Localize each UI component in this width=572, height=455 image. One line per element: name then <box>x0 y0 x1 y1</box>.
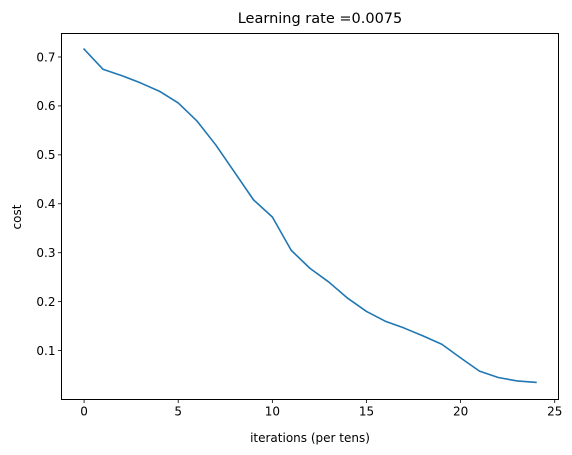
data-point <box>441 343 443 345</box>
data-point <box>234 171 236 174</box>
data-point <box>535 381 537 383</box>
data-point <box>83 48 85 50</box>
y-tick-label: 0.4 <box>36 197 55 211</box>
data-point <box>347 297 349 299</box>
x-axis-label: iterations (per tens) <box>250 431 370 445</box>
data-point <box>290 249 292 251</box>
data-point <box>215 144 217 146</box>
x-tick-label: 15 <box>359 405 374 419</box>
x-tick-label: 10 <box>265 405 280 419</box>
plot-frame <box>61 33 559 400</box>
data-point <box>196 120 198 122</box>
data-point <box>271 216 273 218</box>
x-tick-label: 20 <box>453 405 468 419</box>
data-point <box>365 310 368 313</box>
data-point <box>516 380 518 382</box>
plot-area <box>61 33 559 400</box>
data-point <box>497 376 499 379</box>
data-point <box>384 320 386 322</box>
data-point <box>177 102 179 104</box>
y-tick-label: 0.7 <box>36 50 55 64</box>
data-point <box>121 74 123 77</box>
data-point <box>403 327 405 329</box>
data-point <box>252 199 255 201</box>
data-point <box>158 90 160 92</box>
axis-ticks: 0 5 10 15 20 25 0.1 0.2 0.3 0.4 0.5 0.6 0.7 <box>36 50 562 418</box>
data-point <box>422 335 424 337</box>
y-axis-label: cost <box>10 204 24 229</box>
chart-title: Learning rate =0.0075 <box>238 11 403 27</box>
data-point <box>460 357 462 359</box>
y-tick-label: 0.5 <box>36 148 55 162</box>
data-point <box>139 82 142 84</box>
x-tick-label: 5 <box>174 405 182 419</box>
y-tick-label: 0.1 <box>36 344 55 358</box>
data-point <box>478 370 481 372</box>
data-point <box>309 267 311 269</box>
x-tick-label: 25 <box>547 405 562 419</box>
x-tick-label: 0 <box>80 405 88 419</box>
data-point <box>328 281 330 283</box>
y-tick-label: 0.3 <box>36 246 55 260</box>
y-tick-label: 0.6 <box>36 99 55 113</box>
data-point <box>102 68 104 70</box>
series-layer <box>82 48 537 384</box>
y-tick-label: 0.2 <box>36 295 55 309</box>
